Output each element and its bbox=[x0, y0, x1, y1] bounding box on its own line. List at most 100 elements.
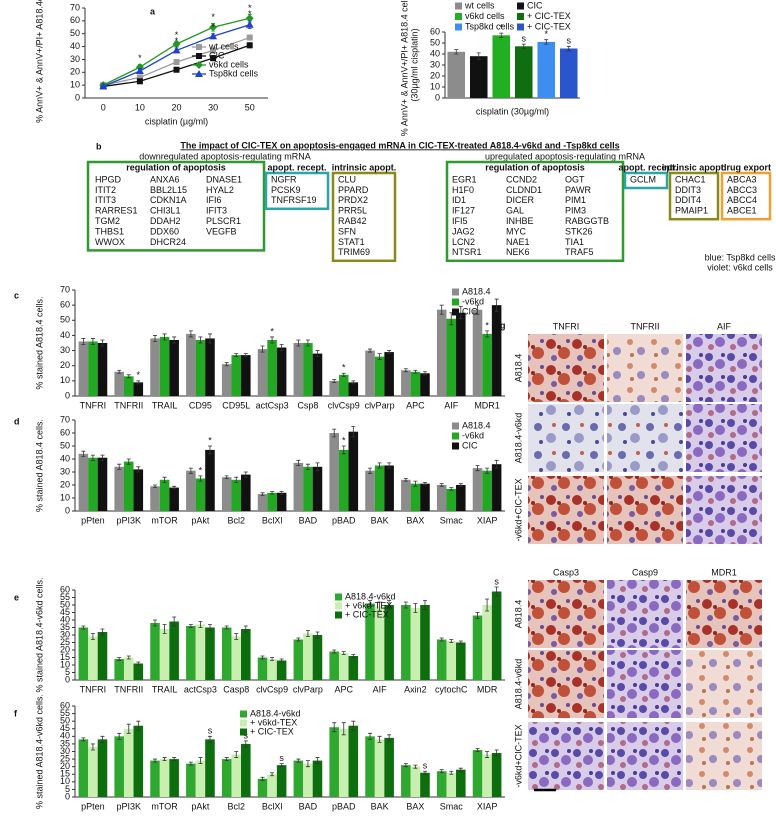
x-tick-label: Smac bbox=[440, 801, 464, 811]
y-tick-label: 60 bbox=[60, 300, 70, 310]
error-bar bbox=[439, 483, 444, 487]
error-bar bbox=[296, 758, 301, 763]
bar bbox=[205, 338, 215, 396]
error-bar bbox=[351, 654, 356, 658]
legend-label: Tsp8kd cells bbox=[209, 68, 259, 78]
error-bar bbox=[81, 338, 86, 345]
gene-label: PRDX2 bbox=[338, 195, 368, 205]
row-label: A818.4-v6kd bbox=[513, 659, 523, 710]
error-bar bbox=[100, 339, 105, 347]
error-bar bbox=[260, 345, 265, 353]
group-title: apopt. recept. bbox=[618, 162, 677, 172]
error-bar bbox=[449, 487, 454, 491]
error-bar bbox=[198, 336, 203, 344]
error-bar bbox=[494, 459, 499, 469]
x-tick-label: actCsp3 bbox=[256, 400, 289, 410]
y-tick-label: 10 bbox=[60, 492, 70, 502]
bar bbox=[114, 466, 124, 511]
y-tick-label: 20 bbox=[70, 67, 80, 77]
bar bbox=[88, 341, 98, 396]
legend-label: A818.4-v6kd bbox=[250, 708, 301, 718]
gene-label: RAB42 bbox=[338, 216, 367, 226]
bar bbox=[195, 339, 206, 396]
error-bar bbox=[207, 445, 212, 455]
y-tick-label: 60 bbox=[60, 700, 70, 710]
error-bar bbox=[207, 333, 212, 344]
bar bbox=[221, 759, 232, 797]
bar bbox=[231, 754, 242, 797]
bar bbox=[257, 349, 268, 396]
y-tick-label: 0 bbox=[65, 791, 70, 801]
y-axis-label: % AnnV+ & AnnV+/PI+ A818.4 cells bbox=[399, 0, 409, 136]
error-bar bbox=[305, 760, 310, 768]
x-tick-label: CD95 bbox=[189, 400, 212, 410]
bar bbox=[231, 355, 242, 396]
significance-label: * bbox=[175, 36, 179, 46]
error-bar bbox=[279, 344, 284, 351]
error-bar bbox=[117, 463, 122, 470]
bar bbox=[114, 371, 124, 396]
error-bar bbox=[475, 612, 480, 619]
bar bbox=[123, 376, 134, 396]
bar bbox=[491, 305, 502, 396]
error-bar bbox=[413, 603, 418, 613]
bar bbox=[150, 623, 160, 680]
x-tick-label: Bcl2 bbox=[227, 515, 245, 525]
error-bar bbox=[296, 637, 301, 642]
gene-label: ITIT3 bbox=[95, 195, 116, 205]
y-tick-label: 30 bbox=[60, 466, 70, 476]
row-label: -v6kd+CIC-TEX bbox=[513, 478, 523, 541]
error-bar bbox=[315, 462, 320, 472]
y-tick-label: 50 bbox=[60, 315, 70, 325]
error-bar bbox=[153, 619, 158, 627]
error-bar bbox=[198, 757, 203, 765]
gene-label: IF127 bbox=[452, 206, 475, 216]
marker bbox=[172, 40, 181, 48]
y-tick-label: 40 bbox=[430, 48, 440, 58]
y-tick-label: 50 bbox=[60, 716, 70, 726]
error-bar bbox=[126, 374, 131, 379]
x-tick-label: cytochC bbox=[435, 684, 468, 694]
bar bbox=[456, 769, 466, 797]
panel-letter: d bbox=[14, 416, 20, 426]
bar bbox=[338, 374, 349, 396]
error-bar bbox=[315, 350, 320, 358]
panel-letter: b bbox=[96, 141, 102, 151]
bar bbox=[365, 350, 375, 396]
error-bar bbox=[90, 633, 95, 640]
bar bbox=[401, 479, 411, 511]
x-tick-label: clvParp bbox=[365, 400, 395, 410]
bar bbox=[169, 487, 179, 511]
legend-label: CIC bbox=[527, 0, 543, 10]
gene-label: LCN2 bbox=[452, 237, 475, 247]
bar bbox=[482, 605, 492, 680]
bar bbox=[348, 431, 359, 511]
bar bbox=[329, 727, 339, 797]
error-bar bbox=[403, 478, 408, 482]
section-heading: upregulated apoptosis-regulating mRNA bbox=[485, 151, 645, 161]
x-tick-label: BAX bbox=[406, 801, 424, 811]
micrograph bbox=[607, 334, 683, 402]
x-tick-label: clvCsp9 bbox=[256, 684, 288, 694]
bar bbox=[133, 382, 144, 396]
error-bar bbox=[81, 737, 86, 742]
gene-label: PAWR bbox=[565, 185, 591, 195]
error-bar bbox=[90, 454, 95, 461]
significance-label: s bbox=[208, 726, 213, 736]
error-bar bbox=[422, 770, 427, 775]
bar bbox=[257, 778, 268, 797]
legend-label: wt cells bbox=[208, 41, 239, 51]
legend-label: CIC bbox=[462, 306, 478, 316]
gene-label: RABGGTB bbox=[565, 216, 609, 226]
bar bbox=[241, 629, 251, 680]
error-bar bbox=[172, 336, 177, 344]
x-tick-label: BAD bbox=[299, 515, 318, 525]
y-tick-label: 10 bbox=[60, 776, 70, 786]
legend-label: A818.4 bbox=[462, 420, 491, 430]
legend-label: + CIC-TEX bbox=[527, 11, 571, 21]
gene-label: MYC bbox=[506, 226, 527, 236]
y-tick-label: 20 bbox=[430, 70, 440, 80]
error-bar bbox=[305, 339, 310, 347]
legend-label: blue: Tsp8kd cells bbox=[705, 252, 776, 262]
error-bar bbox=[270, 491, 275, 495]
